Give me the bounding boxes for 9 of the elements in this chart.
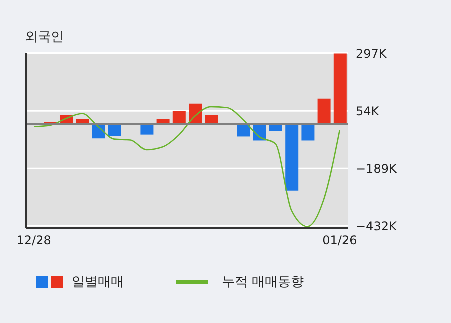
x-tick-label: 01/26 [322,234,358,248]
y-tick-label: 54K [356,104,380,118]
y-tick-label: 297K [356,46,388,61]
y-tick-label: −189K [356,162,398,176]
y-tick-label: −432K [356,219,398,234]
legend-label: 일별매매 [72,274,124,291]
x-tick-label: 12/28 [16,234,52,248]
legend-label: 누적 매매동향 [222,274,304,291]
chart-title: 외국인 [25,29,64,46]
